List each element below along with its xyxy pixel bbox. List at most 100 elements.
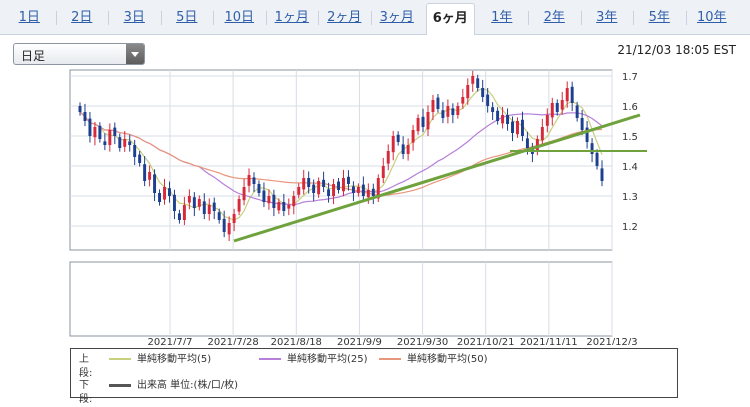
candle-body [158,193,162,202]
legend-item-sma25: 単純移動平均(25) [259,353,368,367]
candle-body [361,184,365,196]
timestamp: 21/12/03 18:05 EST [617,43,736,57]
candle-body [466,85,470,99]
candle-body [222,218,226,232]
interval-select-value: 日足 [21,49,46,63]
candle-body [595,152,599,166]
candle-body [456,106,460,115]
tab-12[interactable]: 3年 [596,10,618,25]
tab-separator [685,11,687,25]
tab-separator [580,11,582,25]
candle-body [506,115,510,124]
legend-sma5-label: 単純移動平均(5) [137,354,212,365]
candle-body [426,112,430,130]
candle-body [98,125,102,139]
y-tick-label: 1.7 [622,72,638,83]
candle-body [441,110,445,118]
candle-body [128,141,132,145]
candle-body [436,97,440,109]
y-tick-label: 1.4 [622,162,638,173]
tab-9[interactable]: 6ヶ月 [426,3,475,35]
legend-item-volume: 出来高 単位:(株/口/枚) [109,379,238,393]
candle-body [411,130,415,143]
price-plot-frame [69,69,613,251]
tab-3[interactable]: 3日 [123,10,145,25]
candle-body [366,190,370,198]
tab-1[interactable]: 1日 [18,10,40,25]
candle-body [272,194,276,208]
candle-body [212,202,216,211]
y-tick-label: 1.6 [622,102,638,113]
candle-body [287,205,291,209]
candle-body [431,100,435,112]
tab-2[interactable]: 2日 [71,10,93,25]
candle-body [580,118,584,130]
candle-body [267,196,271,204]
candle-body [292,196,296,207]
candle-body [421,116,425,127]
candle-body [242,187,246,201]
candle-body [346,176,350,184]
candle-body [416,118,420,132]
candle-body [491,107,495,112]
candle-body [282,202,286,211]
candle-body [337,181,340,190]
candle-body [386,151,390,164]
candle-body [317,181,321,195]
candle-body [575,105,579,118]
candle-body [78,106,82,112]
candle-body [148,172,152,180]
candle-body [247,175,251,186]
tab-6[interactable]: 1ヶ月 [274,10,309,25]
tab-4[interactable]: 5日 [176,10,198,25]
candle-body [103,141,107,145]
tab-separator [55,11,57,25]
tab-separator [160,11,162,25]
chevron-down-icon[interactable] [126,44,144,64]
candle-body [113,127,117,136]
candle-body [545,115,549,126]
candle-body [257,184,261,193]
y-tick-label: 1.2 [622,222,638,233]
candle-body [322,179,326,187]
tab-7[interactable]: 2ヶ月 [327,10,362,25]
legend-lower-label: 下段: [79,380,93,405]
x-tick-label: 2021/9/9 [337,337,382,345]
candle-body [501,115,505,124]
candle-body [451,108,455,115]
candle-body [307,178,311,187]
candle-body [471,76,475,84]
candle-body [207,205,211,214]
legend-sma25-label: 単純移動平均(25) [287,354,368,365]
tab-11[interactable]: 2年 [543,10,565,25]
candle-body [476,78,480,88]
legend-item-sma50: 単純移動平均(50) [379,353,488,367]
candle-body [227,223,231,235]
candle-body [391,136,395,153]
x-tick-label: 2021/8/18 [271,337,322,345]
tab-13[interactable]: 5年 [648,10,670,25]
candle-body [153,174,157,193]
x-tick-label: 2021/9/30 [397,337,448,345]
tab-10[interactable]: 1年 [491,10,513,25]
candle-body [401,144,405,154]
candle-body [356,187,360,193]
candle-body [217,212,221,220]
candle-body [197,199,201,207]
candle-body [396,134,400,142]
candle-body [182,205,186,220]
tab-14[interactable]: 10年 [696,10,727,25]
candle-body [570,86,574,103]
tab-separator [265,11,267,25]
tab-5[interactable]: 10日 [224,10,255,25]
interval-select[interactable]: 日足 [13,43,145,65]
price-chart: 1.2 1.3 1.4 1.5 1.6 1.7 2021/7/7 2021/7/28 2021/… [69,69,647,345]
candle-body [297,187,301,195]
sma50-swatch [379,358,401,360]
candle-body [302,178,306,190]
volume-plot-frame [69,261,613,337]
tab-separator [633,11,634,25]
candle-body [555,103,559,112]
tab-8[interactable]: 3ヶ月 [379,10,414,25]
candle-body [540,127,544,141]
